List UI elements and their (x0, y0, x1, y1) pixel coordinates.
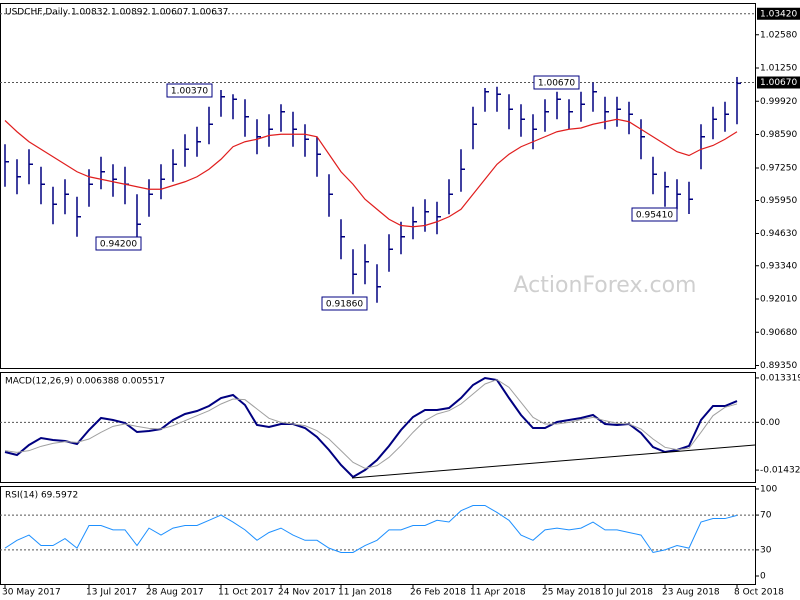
trend-line (351, 444, 756, 479)
level-label: 1.03420 (760, 9, 797, 19)
y-tick-label: 0.013319 (760, 373, 800, 383)
y-tick-label: 1.02580 (760, 30, 797, 40)
panel-title: RSI(14) 69.5972 (5, 491, 78, 501)
y-tick-label: 70 (760, 511, 772, 521)
x-tick-label: 11 Apr 2018 (470, 588, 526, 598)
annotation-box (95, 236, 142, 251)
panel-title: MACD(12,26,9) 0.006388 0.005517 (5, 377, 165, 387)
panel-frame (0, 372, 756, 483)
y-tick-label: 0.90680 (760, 328, 797, 338)
annotation: 0.94200 (100, 240, 137, 250)
annotation: 1.00370 (171, 87, 208, 97)
indicator-line (4, 379, 738, 469)
annotation: 0.95410 (636, 211, 673, 221)
x-tick-label: 24 Nov 2017 (278, 588, 336, 598)
y-tick-label: 1.01250 (760, 64, 797, 74)
y-tick-label: 30 (760, 545, 772, 555)
y-tick-label: 0.97250 (760, 164, 797, 174)
y-tick-label: 0.98590 (760, 130, 797, 140)
y-tick-label: 0.89350 (760, 361, 797, 371)
y-tick-label: 0.00 (760, 418, 780, 428)
x-tick-label: 26 Feb 2018 (410, 588, 466, 598)
x-tick-label: 25 May 2018 (542, 588, 601, 598)
x-tick-label: 13 Jul 2017 (86, 588, 137, 598)
moving-average (4, 118, 738, 228)
indicator-line (4, 505, 738, 554)
x-tick-label: 8 Oct 2018 (734, 588, 784, 598)
panel-frame (0, 486, 756, 585)
level-label-box (757, 76, 800, 89)
y-tick-label: 0.94630 (760, 229, 797, 239)
watermark: ActionForex.com (514, 273, 697, 298)
annotation-box (321, 296, 368, 311)
panel-title: USDCHF,Daily 1.00832 1.00892 1.00607 1.0… (5, 8, 228, 18)
y-tick-label: 0.92010 (760, 295, 797, 305)
y-tick-label: 0.95950 (760, 196, 797, 206)
annotation: 0.91860 (326, 300, 363, 310)
annotation-box (533, 75, 580, 90)
x-tick-label: 10 Jul 2018 (602, 588, 653, 598)
level-label-box (757, 7, 800, 20)
annotation-box (631, 207, 678, 222)
x-tick-label: 11 Oct 2017 (218, 588, 274, 598)
y-tick-label: 0.93340 (760, 261, 797, 271)
annotation: 1.00670 (538, 79, 575, 89)
annotation-box (166, 83, 213, 98)
y-tick-label: -0.014323 (760, 466, 800, 476)
x-tick-label: 30 May 2017 (2, 588, 61, 598)
x-tick-label: 28 Aug 2017 (146, 588, 204, 598)
y-tick-label: 100 (760, 484, 777, 494)
y-tick-label: 0.99920 (760, 97, 797, 107)
level-label: 1.00670 (760, 78, 797, 88)
y-tick-label: 0 (760, 571, 766, 581)
panel-frame (0, 3, 756, 369)
x-tick-label: 23 Aug 2018 (662, 588, 720, 598)
x-tick-label: 11 Jan 2018 (338, 588, 392, 598)
